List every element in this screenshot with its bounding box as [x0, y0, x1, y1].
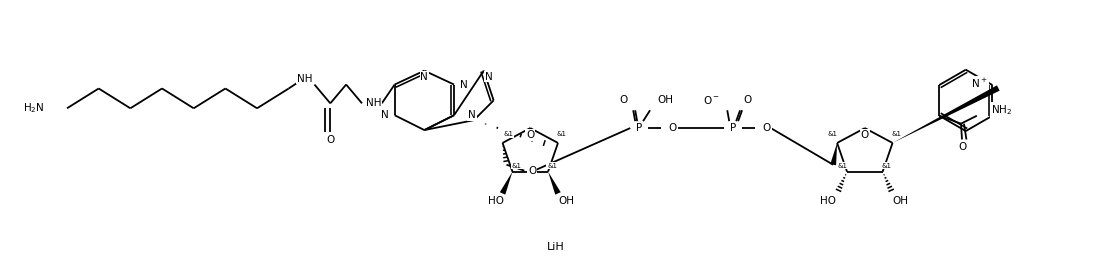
Text: O: O: [668, 123, 677, 133]
Text: &1: &1: [512, 163, 522, 169]
Text: LiH: LiH: [547, 242, 565, 252]
Text: O: O: [619, 95, 627, 105]
Text: OH: OH: [658, 95, 674, 105]
Text: N: N: [468, 110, 476, 120]
Text: H$_2$N: H$_2$N: [23, 101, 44, 115]
Text: O: O: [959, 142, 967, 152]
Text: &1: &1: [504, 131, 514, 137]
Polygon shape: [548, 172, 560, 195]
Text: &1: &1: [557, 131, 567, 137]
Text: N$^+$: N$^+$: [971, 76, 987, 90]
Text: OH: OH: [558, 196, 574, 206]
Text: P: P: [636, 123, 643, 133]
Text: N: N: [381, 110, 388, 120]
Text: NH$_2$: NH$_2$: [991, 103, 1012, 117]
Text: O: O: [528, 166, 536, 176]
Text: O: O: [743, 95, 752, 105]
Text: HO: HO: [821, 196, 836, 206]
Text: &1: &1: [547, 163, 557, 169]
Text: O: O: [326, 135, 335, 145]
Text: O: O: [861, 130, 868, 140]
Text: N: N: [485, 72, 493, 82]
Polygon shape: [893, 85, 1000, 143]
Text: O: O: [526, 130, 535, 140]
Polygon shape: [500, 172, 513, 195]
Text: OH: OH: [893, 196, 909, 206]
Text: O: O: [763, 123, 771, 133]
Text: &1: &1: [882, 163, 892, 169]
Text: O$^-$: O$^-$: [703, 94, 719, 106]
Text: P: P: [731, 123, 736, 133]
Text: NH: NH: [366, 98, 381, 108]
Polygon shape: [831, 143, 837, 165]
Text: &1: &1: [892, 131, 902, 137]
Text: N: N: [460, 79, 468, 90]
Text: &1: &1: [837, 163, 847, 169]
Text: NH: NH: [297, 74, 312, 84]
Text: &1: &1: [827, 131, 837, 137]
Text: N: N: [420, 72, 428, 82]
Text: HO: HO: [488, 196, 504, 206]
